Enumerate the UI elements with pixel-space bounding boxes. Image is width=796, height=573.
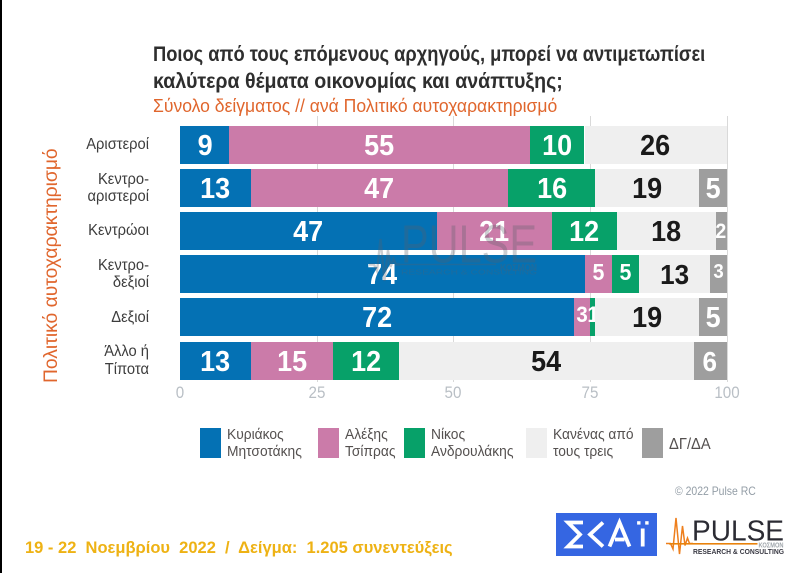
svg-text:RESEARCH & CONSULTING: RESEARCH & CONSULTING <box>401 268 537 277</box>
svg-text:PULSE: PULSE <box>401 215 537 275</box>
svg-text:ΚΟΣΜΟΝ: ΚΟΣΜΟΝ <box>759 541 784 550</box>
svg-text:RESEARCH & CONSULTING: RESEARCH & CONSULTING <box>693 547 784 556</box>
svg-text:ΚΟΣΜΟΝ: ΚΟΣΜΟΝ <box>500 263 537 274</box>
svg-text:PULSE: PULSE <box>692 515 784 547</box>
